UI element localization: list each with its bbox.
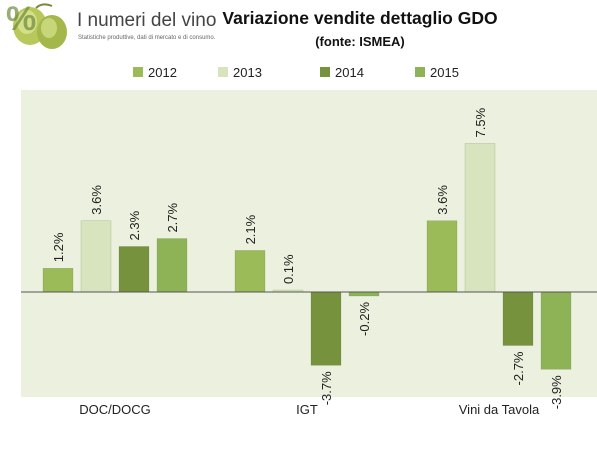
category-label-0: DOC/DOCG	[79, 402, 151, 417]
chart-title: Variazione vendite dettaglio GDO	[222, 8, 498, 28]
category-label-2: Vini da Tavola	[459, 402, 540, 417]
bar-2012-0	[42, 268, 74, 293]
bar-2014-2	[502, 291, 534, 346]
logo: % I numeri del vino Statistiche produtti…	[0, 0, 216, 60]
logo-title: I numeri del vino	[77, 10, 217, 31]
bar-2015-1	[348, 291, 380, 297]
svg-text:%: %	[6, 0, 36, 38]
legend-label: 2012	[148, 65, 177, 80]
legend-swatch	[218, 67, 228, 77]
data-label-2015-1: -0.2%	[357, 302, 372, 336]
data-label-2012-1: 2.1%	[243, 214, 258, 244]
data-label-2014-0: 2.3%	[127, 210, 142, 240]
data-label-2014-1: -3.7%	[319, 371, 334, 405]
legend-swatch	[415, 67, 425, 77]
bar-2013-0	[80, 220, 112, 293]
bar-2012-1	[234, 250, 266, 293]
category-label-1: IGT	[296, 402, 318, 417]
data-label-2013-1: 0.1%	[281, 254, 296, 284]
data-label-2012-0: 1.2%	[51, 232, 66, 262]
legend-label: 2015	[430, 65, 459, 80]
chart-subtitle: (fonte: ISMEA)	[315, 34, 405, 49]
legend-label: 2014	[335, 65, 364, 80]
value-labels-group: 1.2% 3.6% 2.3% 2.7% 2.1% 0.1% -3.7% -0.2% 3.6% 7.…	[51, 107, 564, 409]
bar-2014-0	[118, 246, 150, 293]
legend-item-2014: 2014	[320, 65, 364, 80]
logo-subtitle: Statistiche produttive, dati di mercato …	[78, 35, 216, 41]
bar-2015-2	[540, 291, 572, 370]
bars-group	[42, 143, 572, 370]
bar-2012-2	[426, 220, 458, 293]
legend-item-2012: 2012	[133, 65, 177, 80]
category-labels-group: DOC/DOCG IGT Vini da Tavola	[79, 402, 540, 417]
data-label-2014-2: -2.7%	[511, 351, 526, 385]
bar-2015-0	[156, 238, 188, 293]
bar-2013-2	[464, 143, 496, 293]
data-label-2012-2: 3.6%	[435, 185, 450, 215]
data-label-2013-0: 3.6%	[89, 185, 104, 215]
legend-swatch	[320, 67, 330, 77]
legend-label: 2013	[233, 65, 262, 80]
legend: 2012 2013 2014 2015	[133, 65, 459, 80]
data-label-2015-2: -3.9%	[549, 375, 564, 409]
legend-item-2013: 2013	[218, 65, 262, 80]
data-label-2013-2: 7.5%	[473, 107, 488, 137]
data-label-2015-0: 2.7%	[165, 202, 180, 232]
legend-swatch	[133, 67, 143, 77]
legend-item-2015: 2015	[415, 65, 459, 80]
grape-logo-icon: %	[6, 0, 67, 49]
bar-2014-1	[310, 291, 342, 366]
plot-area	[21, 90, 597, 397]
